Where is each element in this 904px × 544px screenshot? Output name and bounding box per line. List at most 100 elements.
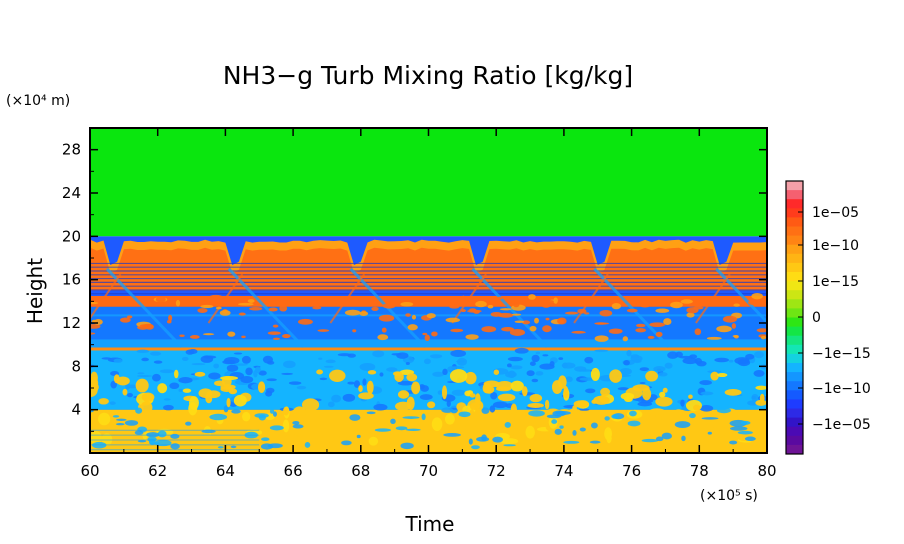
field-patch [655,331,663,338]
field-patch [168,314,173,322]
field-patch [443,433,462,437]
field-patch [175,299,181,307]
field-patch [706,336,722,340]
colorbar-swatch [786,308,803,318]
field-patch [514,347,529,354]
field-patch [512,300,520,308]
field-patch [191,363,206,366]
x-tick-label: 66 [284,462,303,480]
field-patch [535,351,541,355]
field-patch [267,331,281,335]
field-patch [400,301,414,307]
field-patch [378,314,395,322]
field-patch [419,394,433,400]
field-patch [689,412,696,419]
field-patch [526,370,535,377]
field-plume [242,411,251,422]
y-tick-label: 24 [62,184,81,202]
field-patch [542,325,552,333]
field-plume [182,388,192,393]
field-plume [393,371,403,377]
field-patch [591,422,598,429]
field-patch [471,445,480,450]
colorbar-swatch [786,399,803,409]
field-patch [90,323,101,329]
field-patch [101,357,112,360]
field-plume [296,432,302,437]
field-patch [374,428,392,432]
field-patch [639,367,650,372]
field-patch [261,437,270,442]
field-plume [600,387,611,397]
field-patch [490,311,503,317]
field-plume [411,381,421,395]
field-plume [632,384,650,392]
field-plume [358,392,374,400]
field-patch [323,365,334,368]
field-patch [381,327,387,333]
field-patch [554,428,562,435]
field-plume [716,372,728,378]
field-patch [379,372,384,377]
field-plume [604,427,612,441]
field-plume [510,403,518,416]
field-patch [501,327,515,332]
field-patch [149,351,162,356]
y-axis-unit: (×10⁴ m) [6,93,70,109]
field-patch [349,414,361,421]
field-plume [573,400,589,408]
field-patch [507,356,523,362]
field-patch [578,369,593,372]
field-plume [655,396,673,407]
field-patch [747,400,759,406]
field-patch [337,353,352,357]
field-plume [448,424,467,432]
field-patch [200,304,214,309]
field-plume [406,396,415,410]
field-plume [141,392,155,402]
field-plume [354,429,360,442]
field-patch [623,360,630,366]
field-patch [366,411,376,415]
field-patch [557,317,567,325]
field-patch [617,387,629,391]
field-patch [541,303,551,308]
y-tick-label: 28 [62,141,81,159]
field-patch [134,430,144,436]
field-patch [664,362,673,369]
field-patch [511,313,522,316]
field-streak [207,273,244,324]
field-streak [471,267,549,348]
field-patch [377,334,389,341]
field-plume [283,406,289,416]
field-patch [258,414,266,421]
field-plume [349,425,356,431]
field-plume [257,381,266,393]
field-patch [297,318,313,325]
field-patch [265,390,273,397]
field-patch [542,354,549,357]
field-patch [514,320,525,324]
field-patch [352,329,357,333]
field-plume [493,369,500,375]
field-plume [515,428,529,434]
colorbar-swatch [786,363,803,373]
field-patch [594,335,609,342]
field-patch [247,299,255,303]
field-plume [659,391,666,398]
field-patch [751,393,759,402]
field-patch [450,328,464,333]
field-patch [756,328,767,333]
field-patch [166,320,172,324]
colorbar-swatch [786,326,803,337]
colorbar-tick-label: 1e−05 [812,205,859,221]
field-plume [688,394,693,399]
field-patch [344,309,361,316]
field-patch [639,381,646,385]
field-patch [751,292,763,300]
field-patch [528,294,536,300]
field-patch [626,350,632,357]
field-plume [406,373,418,382]
field-plume [358,385,363,392]
field-plume [544,399,550,410]
